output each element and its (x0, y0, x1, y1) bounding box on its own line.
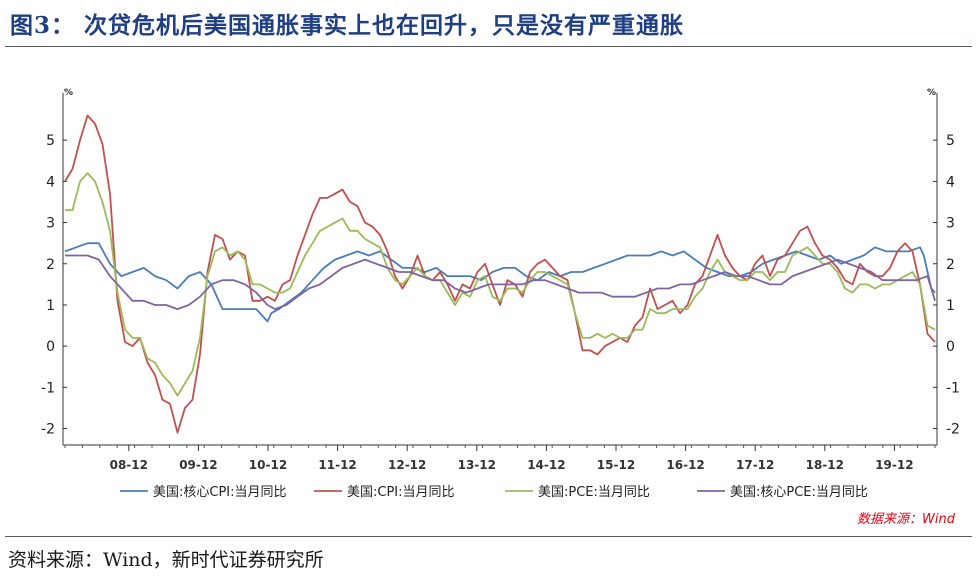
left-y-axis: % -2 -1 0 1 2 3 4 5 (41, 88, 73, 438)
x-tick-label: 08-12 (110, 458, 148, 472)
x-tick-label: 19-12 (875, 458, 913, 472)
right-y-tick-label: -2 (946, 422, 960, 438)
x-tick-label: 09-12 (179, 458, 217, 472)
x-tick-label: 18-12 (806, 458, 844, 472)
right-y-tick-label: 3 (946, 216, 955, 232)
right-y-tick-label: 0 (946, 339, 955, 355)
legend-label-3: 美国:PCE:当月同比 (538, 485, 650, 500)
left-y-tick-label: 1 (46, 298, 55, 314)
series-line-4 (65, 254, 936, 311)
right-y-tick-label: -1 (946, 380, 960, 396)
right-y-axis: % -2 -1 0 1 2 3 4 5 (927, 88, 960, 438)
left-y-tick-label: 0 (46, 339, 55, 355)
footer-source-note: 资料来源：Wind，新时代证券研究所 (8, 549, 324, 571)
x-tick-label: 14-12 (527, 458, 565, 472)
series-lines (64, 114, 936, 434)
title-divider (5, 46, 972, 47)
left-axis-unit: % (64, 88, 73, 98)
left-y-tick-label: 3 (46, 216, 55, 232)
right-y-tick-label: 2 (946, 257, 955, 273)
right-axis-unit: % (927, 88, 936, 98)
x-tick-label: 12-12 (388, 458, 426, 472)
legend-label-4: 美国:核心PCE:当月同比 (730, 485, 868, 500)
left-y-tick-label: -2 (41, 422, 55, 438)
left-y-tick-label: 2 (46, 257, 55, 273)
x-tick-label: 16-12 (666, 458, 704, 472)
x-axis: 08-12 09-12 10-12 11-12 12-12 13-12 14-12 15-12… (64, 445, 936, 472)
legend-label-2: 美国:CPI:当月同比 (347, 485, 455, 500)
figure-title: 图3： 次贷危机后美国通胀事实上也在回升，只是没有严重通胀 (10, 12, 685, 39)
chart-legend: 美国:核心CPI:当月同比 美国:CPI:当月同比 美国:PCE:当月同比 美国:核心… (120, 485, 868, 500)
series-line-2 (64, 114, 936, 434)
right-y-tick-label: 1 (946, 298, 955, 314)
legend-label-1: 美国:核心CPI:当月同比 (153, 485, 287, 500)
series-line-1 (64, 242, 936, 323)
x-tick-label: 17-12 (736, 458, 774, 472)
x-tick-label: 11-12 (318, 458, 356, 472)
left-y-tick-label: -1 (41, 380, 55, 396)
series-line-3 (65, 172, 936, 397)
right-y-tick-label: 5 (946, 133, 955, 149)
right-y-tick-label: 4 (946, 174, 955, 190)
left-y-tick-label: 4 (46, 174, 55, 190)
chart-data-source: 数据来源：Wind (857, 512, 955, 527)
bottom-divider (5, 536, 972, 537)
x-tick-label: 10-12 (249, 458, 287, 472)
left-y-tick-label: 5 (46, 133, 55, 149)
x-tick-label: 13-12 (458, 458, 496, 472)
x-tick-label: 15-12 (597, 458, 635, 472)
